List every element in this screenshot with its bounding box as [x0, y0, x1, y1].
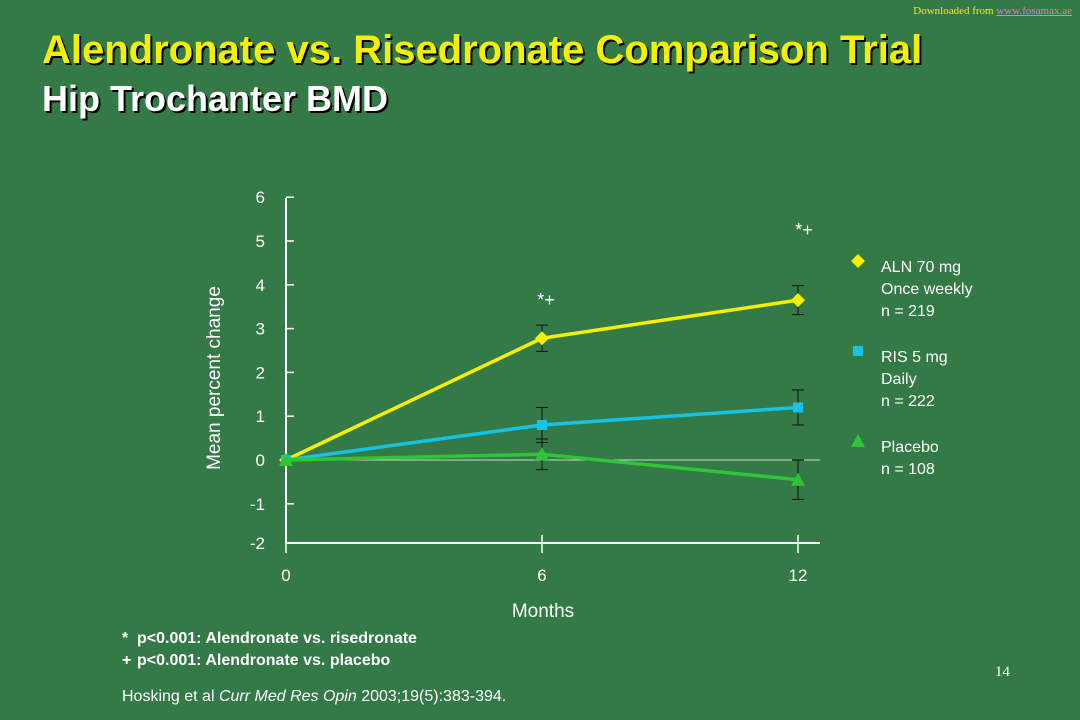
legend-label: n = 108: [881, 461, 935, 478]
note-star-text: p<0.001: Alendronate vs. risedronate: [137, 630, 417, 647]
citation-journal: Curr Med Res Opin: [218, 688, 357, 705]
citation-authors: Hosking et al: [122, 688, 219, 705]
note-plus-symbol: +: [122, 652, 132, 669]
significance-marker: *+: [537, 290, 555, 310]
data-point-diamond: [535, 331, 549, 346]
data-point-triangle: [535, 447, 549, 461]
page-number: 14: [995, 664, 1010, 680]
x-tick-label: 0: [281, 566, 290, 585]
download-note: Downloaded from www.fosamax.ae: [913, 5, 1072, 17]
significance-marker: *+: [795, 220, 813, 240]
legend-label: ALN 70 mg: [881, 259, 961, 276]
legend-label: Once weekly: [881, 281, 973, 298]
page-title: Alendronate vs. Risedronate Comparison T…: [42, 28, 923, 72]
significance-notes: * p<0.001: Alendronate vs. risedronate + p…: [122, 628, 417, 672]
page-subtitle: Hip Trochanter BMD: [42, 78, 389, 119]
y-tick-label: -1: [250, 495, 265, 514]
data-point-diamond: [791, 293, 805, 308]
download-prefix: Downloaded from: [913, 5, 997, 17]
legend-marker-square: [853, 346, 863, 356]
y-tick-label: 1: [256, 407, 265, 426]
legend-label: RIS 5 mg: [881, 349, 948, 366]
y-tick-label: 5: [256, 232, 265, 251]
x-tick-label: 12: [789, 566, 808, 585]
legend-label: Placebo: [881, 439, 939, 456]
note-star-symbol: *: [122, 630, 129, 647]
y-tick-label: 4: [256, 276, 265, 295]
data-point-triangle: [279, 453, 293, 466]
y-tick-label: 6: [256, 188, 265, 207]
data-point-square: [537, 419, 547, 430]
y-tick-label: 2: [256, 363, 265, 382]
data-point-square: [793, 402, 803, 413]
download-link[interactable]: www.fosamax.ae: [996, 5, 1072, 17]
citation-rest: 2003;19(5):383-394.: [356, 688, 507, 705]
legend-label: n = 219: [881, 303, 935, 320]
note-star: * p<0.001: Alendronate vs. risedronate: [122, 628, 417, 650]
y-tick-label: 0: [256, 451, 265, 470]
citation: Hosking et al Curr Med Res Opin 2003;19(…: [122, 688, 506, 706]
y-tick-label: -2: [250, 534, 265, 553]
legend-marker-triangle: [851, 434, 865, 447]
legend-label: n = 222: [881, 393, 935, 410]
note-plus: + p<0.001: Alendronate vs. placebo: [122, 650, 417, 672]
note-plus-text: p<0.001: Alendronate vs. placebo: [137, 652, 391, 669]
x-tick-label: 6: [537, 566, 546, 585]
y-axis-title: Mean percent change: [204, 286, 225, 470]
x-axis-title: Months: [512, 601, 574, 622]
legend-label: Daily: [881, 371, 917, 388]
y-tick-label: 3: [256, 320, 265, 339]
legend-marker-diamond: [851, 254, 865, 268]
data-point-triangle: [791, 472, 805, 486]
